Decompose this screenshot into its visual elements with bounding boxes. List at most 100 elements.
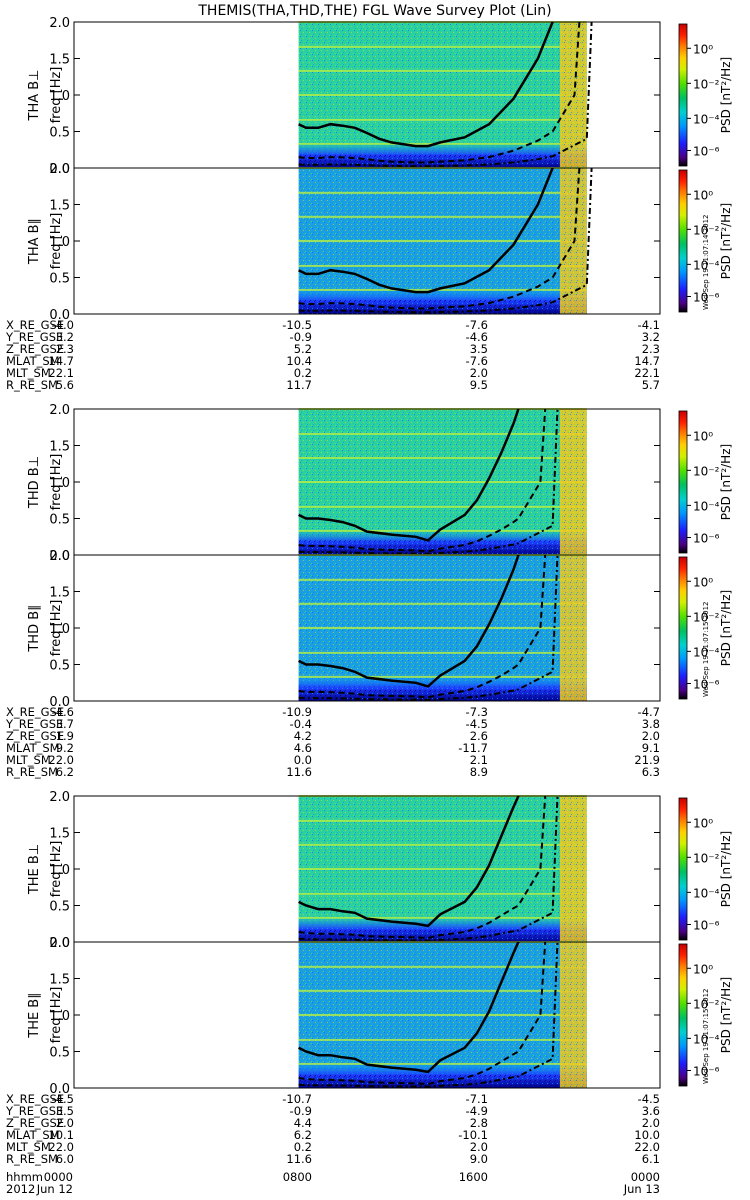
ephemeris-value: 11.7 [286, 378, 312, 392]
colorbar-label: PSD [nT²/Hz] [719, 57, 733, 133]
ephemeris-value: 22.1 [48, 366, 74, 380]
panel-label: THA B⊥ [27, 70, 42, 122]
ephemeris-value: -4.6 [466, 330, 488, 344]
ephemeris-value: 0.2 [294, 1140, 312, 1154]
y-tick-label: 2.0 [49, 549, 70, 564]
y-tick-label: 0.5 [49, 126, 70, 141]
y-tick-label: 0.5 [49, 1046, 70, 1061]
y-tick-label: 1.0 [49, 89, 70, 104]
gyrofrequency-curve [298, 795, 520, 928]
gyrofrequency-dashed-curve [298, 554, 547, 699]
ephemeris-value: 5.7 [642, 378, 660, 392]
colorbar: 10⁰ 10⁻² 10⁻⁴ 10⁻⁶ PSD [nT²/Hz] [678, 410, 733, 554]
high-power-noise [559, 942, 587, 1088]
y-axis-label: freq [Hz] [49, 600, 64, 657]
colorbar-tick-label: 10⁻⁶ [693, 531, 720, 545]
colorbar-tick-label: 10⁰ [693, 429, 713, 443]
ephemeris-value: -10.5 [282, 318, 312, 332]
ephemeris-value: 11.6 [286, 765, 312, 779]
time-tick-label: 1600 [459, 1170, 488, 1184]
ephemeris-value: 2.3 [56, 342, 74, 356]
ephemeris-value: 2.0 [470, 1140, 488, 1154]
ephemeris-value: 9.1 [642, 741, 660, 755]
y-tick-label: 0.5 [49, 272, 70, 287]
ephemeris-row-label: Y_RE_GSE [5, 1104, 63, 1118]
ephemeris-value: -10.1 [458, 1128, 488, 1142]
ephemeris-value: 8.9 [470, 765, 488, 779]
colorbar-tick-label: 10⁻⁴ [693, 1032, 720, 1046]
colorbar-tick-label: 10⁻⁶ [693, 290, 720, 304]
ephemeris-value: 0.0 [294, 753, 312, 767]
time-tick-label: 0800 [283, 1170, 312, 1184]
y-tick-label: 2.0 [49, 403, 70, 418]
ephemeris-row-label: Z_RE_GSE [6, 342, 64, 356]
y-tick-label: 1.0 [49, 1009, 70, 1024]
ephemeris-row-label: X_RE_GSE [6, 1092, 64, 1106]
panel-label: THE B⊥ [27, 844, 42, 895]
colorbar: 10⁰ 10⁻² 10⁻⁴ 10⁻⁶ PSD [nT²/Hz] Wed Sep 19 11… [678, 556, 733, 700]
ephemeris-value: 3.2 [642, 330, 660, 344]
colorbar-scale [678, 556, 688, 700]
high-power-noise [559, 409, 587, 555]
panel-label: THD B⊥ [27, 456, 42, 509]
spectrogram-panel: 0.0 0.5 1.0 1.5 2.0 THE B∥ freq [Hz] 10⁰ 10⁻² 10⁻… [27, 936, 733, 1097]
start-date-label: Jun 12 [36, 1182, 73, 1196]
ephemeris-value: 3.8 [642, 717, 660, 731]
ephemeris-value: -4.1 [638, 318, 660, 332]
y-tick-label: 1.0 [49, 476, 70, 491]
ephemeris-value: 2.0 [470, 366, 488, 380]
ephemeris-row-label: MLAT_SM [6, 741, 60, 755]
gyrofrequency-dashdot-curve [298, 941, 559, 1088]
ephemeris-value: -4.5 [638, 1092, 660, 1106]
ephemeris-value: -4.6 [52, 705, 74, 719]
ephemeris-value: 4.4 [294, 1116, 312, 1130]
panel-label: THD B∥ [27, 604, 42, 652]
colorbar-tick-label: 10⁻⁴ [693, 499, 720, 513]
ephemeris-value: -7.6 [466, 354, 488, 368]
colorbar-tick-label: 10⁻⁴ [693, 258, 720, 272]
gyrofrequency-dashdot-curve [298, 21, 593, 168]
ephemeris-row-label: Z_RE_GSE [6, 1116, 64, 1130]
gyrofrequency-curve [298, 21, 554, 148]
ephemeris-row-label: MLAT_SM [6, 1128, 60, 1142]
ephemeris-value: 14.7 [634, 354, 660, 368]
colorbar-tick-label: 10⁻⁶ [693, 144, 720, 158]
colorbar-tick-label: 10⁻⁴ [693, 645, 720, 659]
colorbar-label: PSD [nT²/Hz] [719, 977, 733, 1053]
y-tick-label: 0.0 [49, 695, 70, 710]
ephemeris-value: 10.4 [286, 354, 312, 368]
ephemeris-value: -0.9 [290, 330, 312, 344]
time-axis-row-label: hhmm [6, 1170, 43, 1184]
colorbar-label: PSD [nT²/Hz] [719, 590, 733, 666]
ephemeris-value: 2.0 [642, 729, 660, 743]
gyrofrequency-dashdot-curve [298, 408, 559, 555]
y-axis-label: freq [Hz] [49, 213, 64, 270]
colorbar-scale [678, 410, 688, 554]
ephemeris-value: -4.5 [52, 1092, 74, 1106]
y-tick-label: 2.0 [49, 936, 70, 951]
generation-timestamp: Wed Sep 19 11:07:15 2012 [702, 988, 710, 1084]
spectrogram-panel: 0.0 0.5 1.0 1.5 2.0 THA B⊥ freq [Hz] 10⁰ 10⁻² 10⁻… [27, 16, 733, 177]
colorbar-tick-label: 10⁻² [693, 77, 720, 91]
ephemeris-value: 22.0 [48, 753, 74, 767]
ephemeris-row-label: X_RE_GSE [6, 705, 64, 719]
colorbar: 10⁰ 10⁻² 10⁻⁴ 10⁻⁶ PSD [nT²/Hz] Wed Sep 19 11… [678, 943, 733, 1087]
ephemeris-value: 6.2 [294, 1128, 312, 1142]
time-axis: hhmm 0000 0800 1600 0000 2012 Jun 12 Jun… [6, 1170, 660, 1196]
high-power-noise [559, 22, 587, 168]
ephemeris-value: 3.5 [470, 342, 488, 356]
gyrofrequency-dashdot-curve [298, 795, 559, 942]
ephemeris-row-label: Z_RE_GSE [6, 729, 64, 743]
time-tick-label: 0000 [44, 1170, 73, 1184]
time-tick-label: 0000 [631, 1170, 660, 1184]
y-tick-label: 0.5 [49, 900, 70, 915]
colorbar: 10⁰ 10⁻² 10⁻⁴ 10⁻⁶ PSD [nT²/Hz] Wed Sep 19 11… [678, 169, 733, 313]
gyrofrequency-dashed-curve [298, 21, 581, 164]
colorbar-tick-label: 10⁻² [693, 464, 720, 478]
ephemeris-value: 0.2 [294, 366, 312, 380]
ephemeris-value: -7.6 [466, 318, 488, 332]
ephemeris-value: 2.1 [470, 753, 488, 767]
generation-timestamp: Wed Sep 19 11:07:14 2012 [702, 214, 710, 310]
